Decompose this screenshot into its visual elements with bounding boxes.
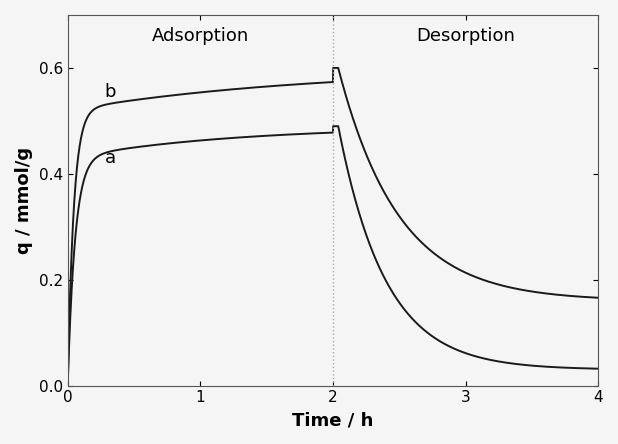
Text: Desorption: Desorption — [416, 27, 515, 45]
Text: b: b — [105, 83, 116, 101]
Text: a: a — [105, 149, 116, 167]
X-axis label: Time / h: Time / h — [292, 411, 374, 429]
Y-axis label: q / mmol/g: q / mmol/g — [15, 147, 33, 254]
Text: Adsorption: Adsorption — [151, 27, 249, 45]
